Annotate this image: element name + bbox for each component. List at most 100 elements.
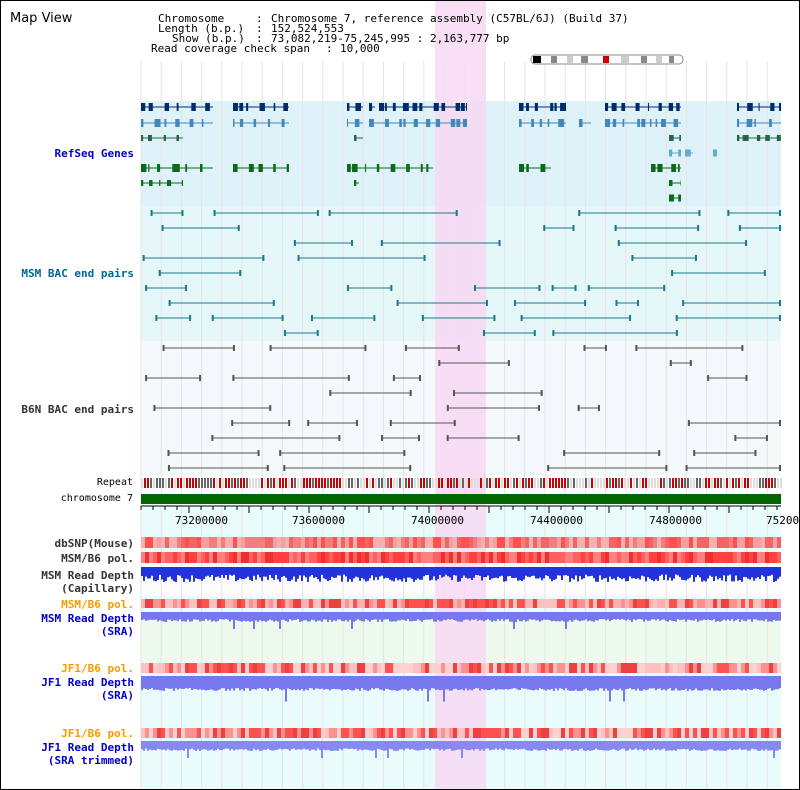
depth-bar <box>531 676 533 691</box>
pol-cell <box>269 663 273 673</box>
depth-bar <box>381 741 383 750</box>
pol-cell <box>417 663 421 673</box>
depth-bar <box>379 741 381 750</box>
track-label-b6n-bac[interactable]: B6N BAC end pairs <box>21 403 134 416</box>
pol-cell <box>365 552 369 563</box>
depth-bar <box>191 567 193 576</box>
depth-bar <box>299 612 301 622</box>
repeat-mark <box>615 478 617 488</box>
depth-bar <box>663 741 665 749</box>
pol-cell <box>449 728 453 738</box>
track-label-msm-b6-pol-2[interactable]: MSM/B6 pol. <box>61 598 134 611</box>
pol-cell <box>625 728 629 738</box>
pol-cell <box>573 599 577 608</box>
depth-bar <box>481 612 483 621</box>
pol-cell <box>753 663 757 673</box>
depth-bar <box>413 612 415 621</box>
pol-cell <box>517 663 521 673</box>
pol-cell <box>717 663 721 673</box>
bac-end <box>380 240 383 246</box>
depth-bar <box>319 567 321 582</box>
pol-cell <box>201 663 205 673</box>
depth-bar <box>547 567 549 577</box>
depth-bar <box>179 741 181 751</box>
depth-bar <box>543 676 545 690</box>
depth-bar <box>739 676 741 690</box>
gene-exon <box>166 180 172 186</box>
depth-bar <box>713 567 715 582</box>
depth-bar <box>259 741 261 751</box>
repeat-mark <box>189 478 191 488</box>
pol-cell <box>369 663 373 673</box>
depth-bar <box>315 567 317 577</box>
bac-end <box>328 210 331 216</box>
depth-bar <box>537 676 539 691</box>
pol-cell <box>557 552 561 563</box>
depth-bar <box>211 612 213 622</box>
pol-cell <box>213 728 217 738</box>
track-label-chromosome[interactable]: chromosome 7 <box>60 493 133 504</box>
depth-bar <box>651 567 653 581</box>
depth-bar <box>339 676 341 690</box>
pol-cell <box>765 599 769 608</box>
gene-exon <box>435 119 441 127</box>
depth-bar <box>165 676 167 689</box>
pol-cell <box>225 663 229 673</box>
depth-bar <box>541 567 543 581</box>
depth-bar <box>627 612 629 620</box>
repeat-mark <box>567 478 569 488</box>
pol-cell <box>569 663 573 673</box>
repeat-mark <box>498 478 500 488</box>
track-label-refseq[interactable]: RefSeq Genes <box>54 147 134 160</box>
repeat-mark <box>627 478 629 488</box>
depth-bar <box>595 676 597 690</box>
bac-end <box>669 360 672 366</box>
depth-bar <box>701 741 703 751</box>
repeat-mark <box>762 478 764 488</box>
track-label-repeat[interactable]: Repeat <box>96 477 133 488</box>
depth-bar <box>373 676 375 690</box>
pol-cell <box>453 663 457 673</box>
pol-cell <box>181 728 185 738</box>
depth-bar <box>745 676 747 691</box>
depth-bar <box>735 676 737 690</box>
gene-exon <box>550 103 554 111</box>
pol-cell <box>473 552 477 563</box>
depth-bar <box>487 741 489 749</box>
repeat-mark <box>747 478 749 488</box>
depth-bar <box>363 567 365 580</box>
depth-bar <box>239 741 241 750</box>
depth-bar <box>253 676 255 689</box>
track-label-msm-depth-capillary[interactable]: MSM Read Depth (Capillary) <box>41 569 134 595</box>
pol-cell <box>773 552 777 563</box>
depth-bar <box>705 567 707 582</box>
pol-cell <box>245 728 249 738</box>
depth-bar <box>207 741 209 751</box>
pol-cell <box>269 552 273 563</box>
depth-bar <box>407 567 409 578</box>
track-label-jf1-depth-sra[interactable]: JF1 Read Depth (SRA) <box>41 676 134 702</box>
pol-cell <box>697 663 701 673</box>
depth-bar <box>175 612 177 621</box>
depth-bar <box>245 612 247 622</box>
track-label-msm-bac[interactable]: MSM BAC end pairs <box>21 267 134 280</box>
track-label-jf1-b6-pol-2[interactable]: JF1/B6 pol. <box>61 727 134 740</box>
depth-bar <box>737 612 739 620</box>
depth-bar <box>179 676 181 689</box>
track-label-jf1-depth-trimmed[interactable]: JF1 Read Depth (SRA trimmed) <box>41 741 134 767</box>
depth-bar <box>635 567 637 579</box>
pol-cell <box>325 663 329 673</box>
bac-end <box>281 315 284 321</box>
track-label-dbsnp[interactable]: dbSNP(Mouse) <box>54 537 134 550</box>
depth-bar <box>751 741 753 749</box>
bac-end <box>418 435 421 441</box>
depth-bar <box>325 676 327 689</box>
bac-end <box>745 240 748 246</box>
track-label-jf1-b6-pol-1[interactable]: JF1/B6 pol. <box>61 662 134 675</box>
pol-cell <box>777 728 781 738</box>
depth-bar <box>297 741 299 750</box>
depth-bar <box>185 612 187 622</box>
track-label-msm-depth-sra[interactable]: MSM Read Depth (SRA) <box>41 612 134 638</box>
track-label-msm-b6-pol-1[interactable]: MSM/B6 pol. <box>61 552 134 565</box>
bac-end <box>617 240 620 246</box>
